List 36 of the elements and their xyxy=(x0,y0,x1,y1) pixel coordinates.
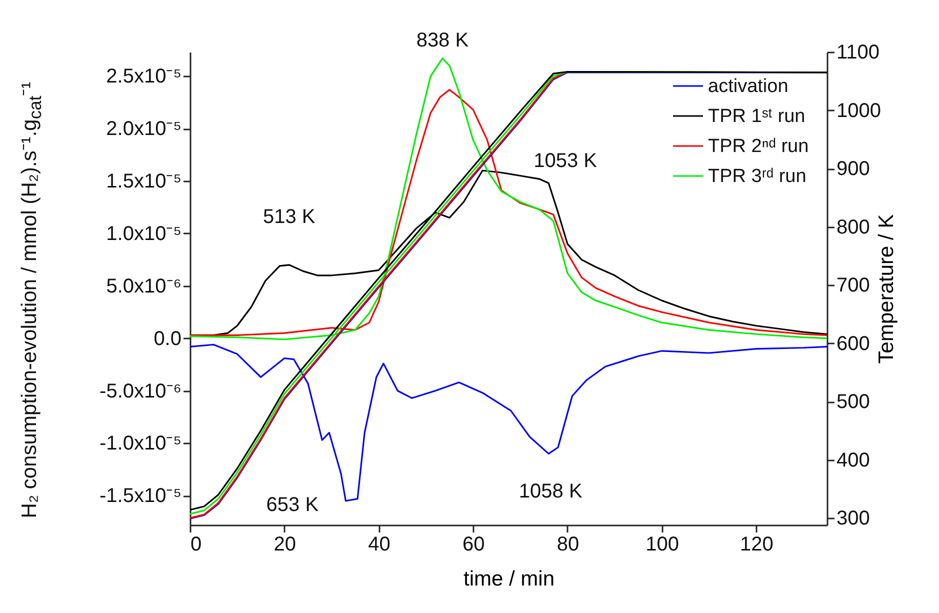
annotation: 513 K xyxy=(262,206,316,228)
x-tick-label: 100 xyxy=(646,534,680,556)
y2-axis-title: Temperature / K xyxy=(874,214,898,364)
legend-label: TPR 2ⁿᵈ run xyxy=(708,136,809,157)
x-tick-label: 20 xyxy=(274,534,296,556)
annotation: 653 K xyxy=(266,494,320,516)
x-tick-label: 60 xyxy=(462,534,485,556)
y2-tick-label: 400 xyxy=(836,449,870,472)
y-tick-label: 1.5x10⁻⁵ xyxy=(106,170,182,192)
x-axis-title: time / min xyxy=(463,568,555,590)
annotation: 1053 K xyxy=(534,150,598,172)
y-tick-label: 2.5x10⁻⁵ xyxy=(106,66,182,88)
y2-tick-label: 800 xyxy=(836,216,870,238)
y2-tick-label: 1000 xyxy=(836,100,881,122)
annotation: 838 K xyxy=(416,29,470,52)
y-tick-label: 1.0x10⁻⁵ xyxy=(106,222,182,245)
annotation: 1058 K xyxy=(518,480,583,503)
legend-label: TPR 3ʳᵈ run xyxy=(708,166,806,187)
x-tick-label: 80 xyxy=(556,534,580,556)
x-tick-label: 0 xyxy=(190,534,202,556)
y-tick-label: -5.0x10⁻⁶ xyxy=(100,380,182,402)
y2-tick-label: 500 xyxy=(836,391,870,414)
y2-tick-label: 600 xyxy=(836,332,870,355)
y2-tick-label: 900 xyxy=(836,158,870,180)
y2-tick-label: 1100 xyxy=(836,42,880,64)
y-tick-label: -1.5x10⁻⁵ xyxy=(100,485,182,508)
x-tick-label: 120 xyxy=(740,534,774,556)
y-tick-label: 2.0x10⁻⁵ xyxy=(106,118,182,140)
y-tick-label: 0.0 xyxy=(154,328,182,350)
x-tick-label: 40 xyxy=(368,534,390,556)
y2-tick-label: 300 xyxy=(836,508,870,530)
y-tick-label: 5.0x10⁻⁶ xyxy=(106,275,182,298)
legend-label: TPR 1ˢᵗ run xyxy=(708,106,806,127)
legend-label: activation xyxy=(708,76,788,97)
y-tick-label: -1.0x10⁻⁵ xyxy=(100,432,182,455)
y2-tick-label: 700 xyxy=(836,274,870,297)
